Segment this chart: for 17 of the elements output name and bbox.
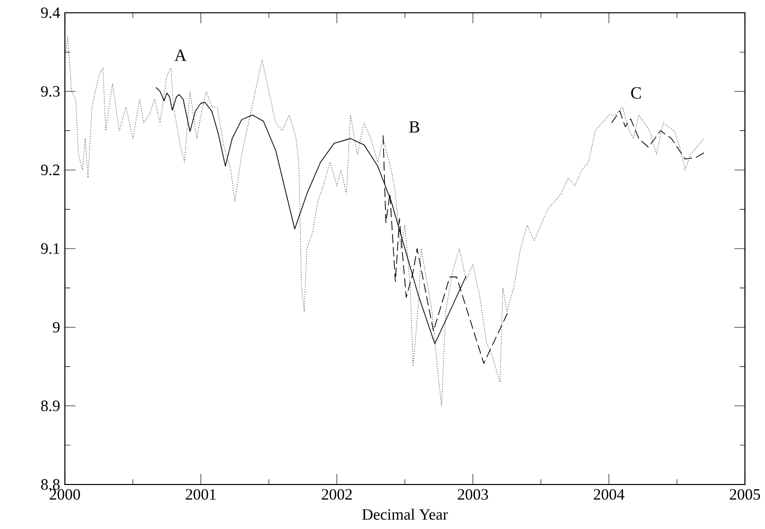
annotation: B	[409, 121, 420, 133]
y-tick-label: 9	[52, 322, 60, 333]
x-tick-label: 2003	[458, 489, 488, 500]
y-tick-label: 8.9	[41, 400, 60, 412]
x-axis-title: Decimal Year	[362, 508, 448, 520]
x-tick-label: 2001	[186, 489, 216, 500]
y-tick-label: 9.1	[41, 243, 60, 254]
x-tick-label: 2002	[322, 489, 352, 500]
x-tick-label: 2004	[594, 489, 624, 500]
y-tick-label: 9.2	[41, 164, 60, 176]
x-tick-label: 2000	[50, 489, 80, 500]
y-tick-label: 9.3	[41, 86, 60, 97]
y-tick-label: 8.8	[41, 479, 60, 490]
annotation: C	[631, 87, 641, 99]
x-tick-label: 2005	[730, 489, 760, 500]
annotation: A	[174, 50, 187, 61]
y-tick-label: 9.4	[41, 8, 60, 18]
